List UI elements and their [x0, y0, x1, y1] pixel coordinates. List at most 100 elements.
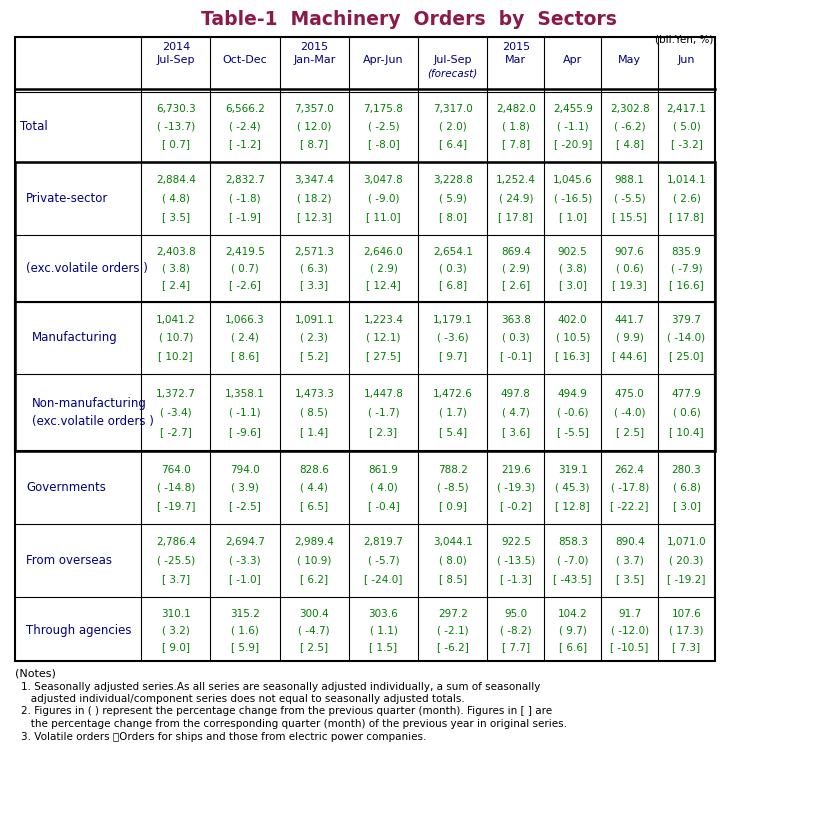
Text: 1,472.6: 1,472.6 [432, 388, 473, 399]
Text: [ 5.2]: [ 5.2] [301, 351, 328, 361]
Text: Through agencies: Through agencies [26, 623, 132, 636]
Text: 2,417.1: 2,417.1 [667, 104, 707, 114]
Text: [ 17.8]: [ 17.8] [499, 212, 533, 222]
Text: Oct-Dec: Oct-Dec [223, 55, 267, 65]
Text: [ 5.9]: [ 5.9] [231, 642, 259, 652]
Text: [ 6.8]: [ 6.8] [439, 280, 467, 290]
Text: [ -1.9]: [ -1.9] [229, 212, 261, 222]
Text: ( -5.5): ( -5.5) [613, 193, 645, 204]
Text: [ 19.3]: [ 19.3] [613, 280, 647, 290]
Text: 494.9: 494.9 [558, 388, 588, 399]
Text: ( -2.4): ( -2.4) [229, 122, 260, 132]
Text: 922.5: 922.5 [501, 538, 531, 548]
Text: [ -19.2]: [ -19.2] [667, 574, 706, 583]
Text: [ 27.5]: [ 27.5] [366, 351, 400, 361]
Text: 315.2: 315.2 [230, 609, 260, 619]
Text: [ 3.0]: [ 3.0] [559, 280, 586, 290]
Text: 262.4: 262.4 [615, 464, 645, 475]
Text: [ -0.4]: [ -0.4] [368, 501, 400, 511]
Text: Manufacturing: Manufacturing [32, 331, 118, 344]
Text: ( 3.9): ( 3.9) [231, 483, 259, 493]
Text: [ -0.2]: [ -0.2] [500, 501, 532, 511]
Text: [ 2.5]: [ 2.5] [616, 427, 644, 437]
Text: 1. Seasonally adjusted series.As all series are seasonally adjusted individually: 1. Seasonally adjusted series.As all ser… [21, 681, 541, 691]
Text: [ 44.6]: [ 44.6] [613, 351, 647, 361]
Text: [ 12.8]: [ 12.8] [555, 501, 590, 511]
Text: ( 10.9): ( 10.9) [297, 556, 332, 565]
Text: ( -6.2): ( -6.2) [613, 122, 645, 132]
Text: From overseas: From overseas [26, 554, 112, 567]
Text: 2,819.7: 2,819.7 [364, 538, 404, 548]
Text: 2015: 2015 [502, 42, 530, 52]
Text: ( 0.3): ( 0.3) [439, 264, 467, 273]
Text: 764.0: 764.0 [161, 464, 191, 475]
Text: 2,302.8: 2,302.8 [610, 104, 649, 114]
Text: [ 4.8]: [ 4.8] [616, 140, 644, 149]
Text: 280.3: 280.3 [672, 464, 701, 475]
Text: 3,228.8: 3,228.8 [432, 175, 473, 185]
Text: ( 3.2): ( 3.2) [162, 625, 190, 635]
Text: 1,091.1: 1,091.1 [294, 315, 334, 325]
Text: ( 1.1): ( 1.1) [369, 625, 397, 635]
Text: 310.1: 310.1 [161, 609, 191, 619]
Text: the percentage change from the corresponding quarter (month) of the previous yea: the percentage change from the correspon… [21, 719, 567, 729]
Text: [ 7.3]: [ 7.3] [672, 642, 700, 652]
Text: 907.6: 907.6 [615, 246, 645, 257]
Text: ( -2.1): ( -2.1) [437, 625, 468, 635]
Text: [ -24.0]: [ -24.0] [364, 574, 403, 583]
Text: 363.8: 363.8 [501, 315, 531, 325]
Text: ( -8.2): ( -8.2) [500, 625, 532, 635]
Text: 1,252.4: 1,252.4 [495, 175, 536, 185]
Text: [ -0.1]: [ -0.1] [500, 351, 532, 361]
Text: ( -7.9): ( -7.9) [671, 264, 703, 273]
Text: [ 3.0]: [ 3.0] [672, 501, 700, 511]
Text: 1,041.2: 1,041.2 [156, 315, 196, 325]
Text: ( -1.1): ( -1.1) [557, 122, 589, 132]
Text: [ 3.5]: [ 3.5] [616, 574, 644, 583]
Text: 794.0: 794.0 [230, 464, 260, 475]
Text: [ 16.6]: [ 16.6] [669, 280, 704, 290]
Text: [ 6.4]: [ 6.4] [439, 140, 467, 149]
Text: [ 1.5]: [ 1.5] [369, 642, 397, 652]
Text: ( 12.1): ( 12.1) [366, 333, 400, 343]
Text: 2,989.4: 2,989.4 [294, 538, 334, 548]
Text: ( 4.0): ( 4.0) [369, 483, 397, 493]
Text: (Notes): (Notes) [15, 669, 56, 679]
Text: 402.0: 402.0 [558, 315, 587, 325]
Text: ( -14.8): ( -14.8) [156, 483, 195, 493]
Text: 219.6: 219.6 [501, 464, 531, 475]
Text: [ -8.0]: [ -8.0] [368, 140, 400, 149]
Text: [ 8.7]: [ 8.7] [301, 140, 328, 149]
Text: 104.2: 104.2 [558, 609, 587, 619]
Text: ( -3.4): ( -3.4) [160, 408, 192, 418]
Text: [ -22.2]: [ -22.2] [610, 501, 649, 511]
Text: [ 6.5]: [ 6.5] [301, 501, 328, 511]
Text: 107.6: 107.6 [672, 609, 701, 619]
Text: [ 9.7]: [ 9.7] [439, 351, 467, 361]
Text: ( 9.7): ( 9.7) [559, 625, 586, 635]
Text: 858.3: 858.3 [558, 538, 588, 548]
Text: ( 4.7): ( 4.7) [502, 408, 530, 418]
Text: Jul-Sep: Jul-Sep [433, 55, 472, 65]
Text: [ 3.6]: [ 3.6] [502, 427, 530, 437]
Text: [ -1.0]: [ -1.0] [229, 574, 261, 583]
Text: ( -12.0): ( -12.0) [611, 625, 649, 635]
Text: [ 25.0]: [ 25.0] [669, 351, 704, 361]
Text: ( -4.0): ( -4.0) [614, 408, 645, 418]
Text: ( -5.7): ( -5.7) [368, 556, 400, 565]
Text: 788.2: 788.2 [438, 464, 468, 475]
Text: [ 1.4]: [ 1.4] [301, 427, 328, 437]
Text: ( 8.0): ( 8.0) [439, 556, 467, 565]
Text: ( -1.7): ( -1.7) [368, 408, 400, 418]
Text: [ -2.5]: [ -2.5] [229, 501, 261, 511]
Text: 1,473.3: 1,473.3 [294, 388, 334, 399]
Text: (exc.volatile orders ): (exc.volatile orders ) [32, 415, 154, 428]
Text: [ 6.6]: [ 6.6] [559, 642, 586, 652]
Text: (forecast): (forecast) [428, 68, 477, 78]
Text: ( -9.0): ( -9.0) [368, 193, 399, 204]
Text: 2,694.7: 2,694.7 [225, 538, 265, 548]
Text: ( -0.6): ( -0.6) [557, 408, 589, 418]
Text: 7,357.0: 7,357.0 [294, 104, 334, 114]
Text: [ 7.7]: [ 7.7] [502, 642, 530, 652]
Bar [15, 37, 715, 661]
